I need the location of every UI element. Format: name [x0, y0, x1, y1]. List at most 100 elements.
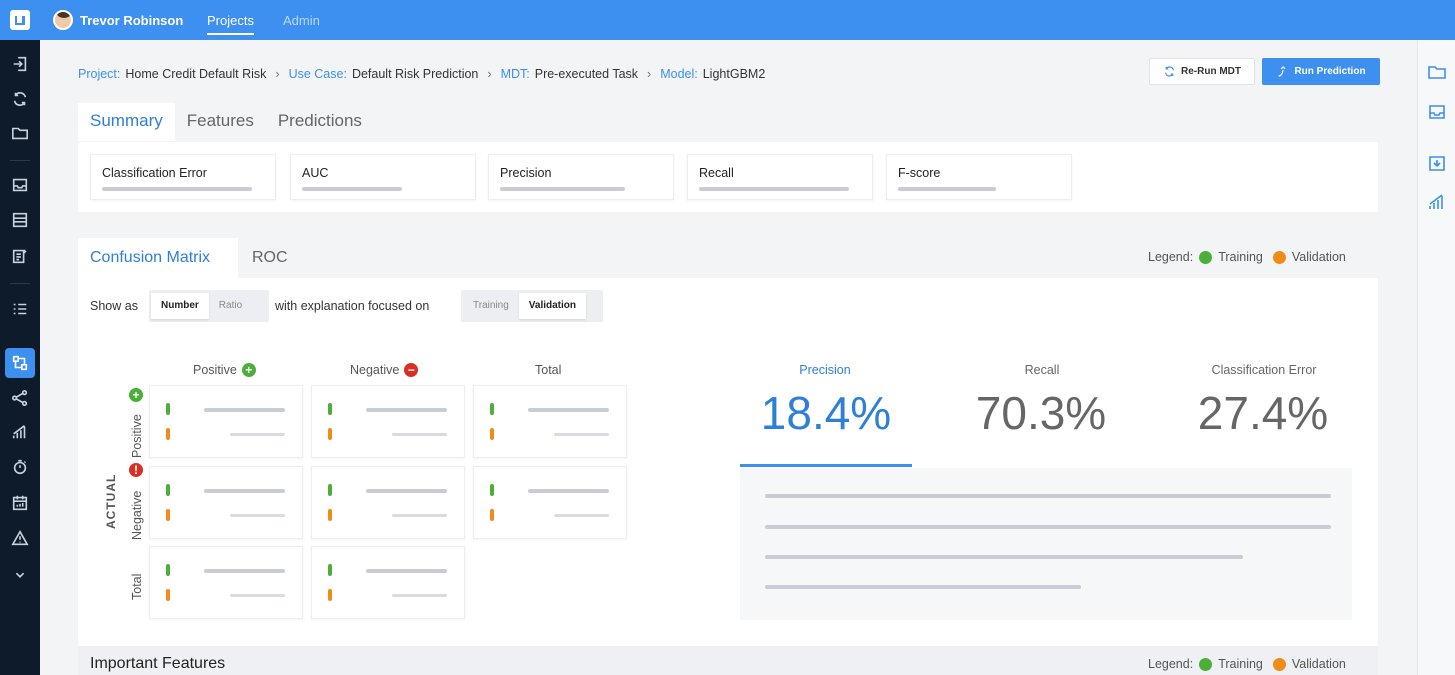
app-logo-icon[interactable]: [10, 10, 30, 30]
matrix-cell[interactable]: [311, 546, 465, 619]
tab-predictions[interactable]: Predictions: [277, 111, 362, 130]
chevron-right-icon: ›: [275, 67, 280, 81]
stat-recall-value[interactable]: 70.3%: [975, 387, 1107, 439]
stat-classification-error-label[interactable]: Classification Error: [1211, 363, 1317, 377]
confusion-header: Confusion Matrix ROC Legend: Training Va…: [78, 238, 1378, 278]
chevron-right-icon: ›: [487, 67, 492, 81]
explanation-label: with explanation focused on: [275, 299, 430, 313]
matrix-cell[interactable]: [311, 385, 465, 458]
tab-features[interactable]: Features: [186, 111, 254, 130]
metric-card-fscore[interactable]: F-score: [886, 154, 1072, 200]
table-icon[interactable]: [9, 209, 31, 231]
metric-card-auc[interactable]: AUC: [290, 154, 476, 200]
tab-confusion-matrix[interactable]: Confusion Matrix: [78, 238, 238, 278]
minus-circle-icon: −: [404, 363, 419, 377]
col-head-positive: Positive +: [193, 363, 256, 377]
col-head-negative: Negative −: [350, 363, 419, 377]
chevron-down-icon[interactable]: [9, 564, 31, 586]
sign-in-icon[interactable]: [9, 53, 31, 75]
stopwatch-icon[interactable]: [9, 456, 31, 478]
show-as-number[interactable]: Number: [151, 293, 209, 319]
show-as-ratio[interactable]: Ratio: [218, 300, 243, 311]
model-icon[interactable]: [5, 348, 35, 378]
refresh-icon: [1165, 66, 1174, 77]
show-as-label: Show as: [90, 299, 138, 313]
metric-card-classification-error[interactable]: Classification Error: [90, 154, 276, 200]
tab-summary[interactable]: Summary: [78, 103, 175, 141]
signal-chart-icon[interactable]: [9, 421, 31, 443]
breadcrumb-project-label[interactable]: Project:: [78, 67, 121, 81]
breadcrumb-project-value[interactable]: Home Credit Default Risk: [125, 67, 267, 81]
share-nodes-icon[interactable]: [9, 387, 31, 409]
breadcrumb-model-value[interactable]: LightGBM2: [702, 67, 766, 81]
legend-training: Training: [1218, 657, 1263, 671]
breadcrumb-usecase-label[interactable]: Use Case:: [288, 67, 347, 81]
run-prediction-label: Run Prediction: [1294, 66, 1366, 77]
exclamation-circle-icon: !: [129, 463, 143, 477]
plus-circle-icon: +: [241, 363, 256, 377]
task-list-icon[interactable]: [9, 245, 31, 267]
stat-classification-error-value[interactable]: 27.4%: [1197, 387, 1329, 439]
matrix-cell[interactable]: [149, 385, 303, 458]
matrix-cell[interactable]: [473, 466, 627, 539]
validation-dot-icon: [1272, 250, 1286, 264]
rerun-mdt-button[interactable]: Re-Run MDT: [1149, 58, 1255, 85]
inbox-icon[interactable]: [9, 174, 31, 196]
col-negative-label: Negative: [350, 363, 400, 377]
folder-icon[interactable]: [1427, 62, 1447, 82]
refresh-icon[interactable]: [9, 88, 31, 110]
nav-admin[interactable]: Admin: [283, 13, 320, 28]
stat-precision-value[interactable]: 18.4%: [760, 387, 892, 439]
metric-card-recall[interactable]: Recall: [687, 154, 873, 200]
metric-placeholder-bar: [500, 187, 625, 191]
legend: Legend: Training Validation: [1148, 657, 1346, 671]
list-icon[interactable]: [9, 298, 31, 320]
folder-icon[interactable]: [9, 122, 31, 144]
legend-training: Training: [1218, 250, 1263, 264]
explanation-training[interactable]: Training: [473, 300, 509, 311]
stat-recall-label[interactable]: Recall: [1024, 363, 1060, 377]
actual-axis-label: ACTUAL: [104, 473, 118, 529]
breadcrumb-mdt-label[interactable]: MDT:: [500, 67, 530, 81]
explanation-toggle: Training Validation: [461, 290, 603, 322]
chevron-right-icon: ›: [647, 67, 652, 81]
user-avatar[interactable]: [53, 10, 73, 30]
row-total-label: Total: [130, 573, 144, 600]
explanation-validation[interactable]: Validation: [518, 293, 586, 319]
row-negative-label: Negative: [130, 490, 144, 540]
right-sidebar: [1417, 40, 1455, 675]
signal-chart-icon[interactable]: [1427, 192, 1447, 212]
text-placeholder-line: [765, 585, 1081, 589]
show-as-toggle: Number Ratio: [149, 290, 269, 322]
left-sidebar: [0, 40, 40, 675]
breadcrumb-mdt-value[interactable]: Pre-executed Task: [534, 67, 639, 81]
legend-label: Legend:: [1148, 657, 1194, 671]
inbox-icon[interactable]: [1427, 102, 1447, 122]
metric-placeholder-bar: [302, 187, 402, 191]
breadcrumb-model-label[interactable]: Model:: [660, 67, 698, 81]
calendar-stats-icon[interactable]: [9, 492, 31, 514]
user-name[interactable]: Trevor Robinson: [80, 13, 184, 28]
download-icon[interactable]: [1427, 153, 1447, 173]
text-placeholder-line: [765, 555, 1243, 559]
matrix-cell[interactable]: [311, 466, 465, 539]
metric-label: Precision: [500, 166, 552, 180]
summary-tabs: Summary Features Predictions: [78, 103, 374, 141]
important-features-title: Important Features: [90, 655, 226, 672]
tab-roc[interactable]: ROC: [252, 249, 288, 266]
breadcrumb-usecase-value[interactable]: Default Risk Prediction: [351, 67, 479, 81]
stat-precision-label[interactable]: Precision: [799, 363, 851, 377]
matrix-cell[interactable]: [473, 385, 627, 458]
matrix-cell[interactable]: [149, 466, 303, 539]
breadcrumb: Project: Home Credit Default Risk › Use …: [78, 67, 765, 81]
training-dot-icon: [1199, 250, 1213, 264]
nav-projects[interactable]: Projects: [207, 13, 254, 35]
warning-icon[interactable]: [9, 527, 31, 549]
metric-label: Classification Error: [102, 166, 207, 180]
confusion-panel: Show as Number Ratio with explanation fo…: [78, 278, 1378, 646]
run-prediction-button[interactable]: Run Prediction: [1262, 58, 1380, 85]
selected-stat-underline: [740, 464, 912, 467]
important-features-header: Important Features Legend: Training Vali…: [78, 646, 1378, 675]
metric-card-precision[interactable]: Precision: [488, 154, 674, 200]
matrix-cell[interactable]: [149, 546, 303, 619]
